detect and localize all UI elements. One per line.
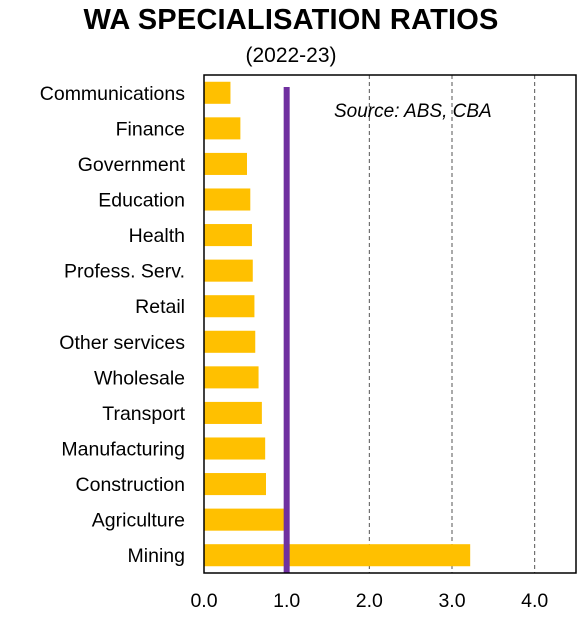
x-tick-label: 1.0: [273, 590, 300, 612]
bar-wholesale: [204, 366, 259, 389]
chart-title: WA SPECIALISATION RATIOS: [83, 4, 499, 36]
category-label: Other services: [59, 332, 185, 354]
category-label: Government: [78, 154, 186, 176]
bar-education: [204, 188, 251, 211]
x-tick-label: 4.0: [521, 590, 548, 612]
category-label: Wholesale: [94, 367, 185, 389]
bar-mining: [204, 544, 471, 567]
category-label: Communications: [40, 83, 185, 105]
category-label: Retail: [135, 296, 185, 318]
category-label: Health: [129, 225, 185, 247]
category-label: Finance: [116, 118, 185, 140]
bar-profess-serv: [204, 259, 253, 282]
bar-agriculture: [204, 508, 285, 531]
source-note: Source: ABS, CBA: [334, 101, 492, 122]
category-labels: Communications Finance Government Education…: [40, 83, 186, 567]
plot-frame: [203, 74, 577, 574]
x-tick-label: 3.0: [438, 590, 465, 612]
x-tick-label: 2.0: [356, 590, 383, 612]
bar-construction: [204, 473, 266, 496]
category-label: Profess. Serv.: [64, 261, 185, 283]
category-label: Transport: [102, 403, 185, 425]
bar-finance: [204, 117, 241, 140]
category-label: Construction: [76, 474, 185, 496]
category-label: Mining: [128, 545, 185, 567]
chart-subtitle: (2022-23): [245, 44, 337, 67]
category-label: Manufacturing: [61, 439, 185, 461]
category-label: Education: [98, 190, 185, 212]
bar-communications: [204, 81, 231, 104]
x-tick-labels: 0.0 1.0 2.0 3.0 4.0: [190, 590, 548, 612]
bar-transport: [204, 401, 262, 424]
bar-health: [204, 224, 252, 247]
category-label: Agriculture: [92, 510, 185, 532]
gridlines: [368, 75, 536, 573]
bar-manufacturing: [204, 437, 266, 460]
bar-other-services: [204, 330, 256, 353]
bars: [204, 81, 471, 567]
x-tick-label: 0.0: [190, 590, 217, 612]
bar-retail: [204, 295, 255, 318]
bar-government: [204, 152, 247, 175]
